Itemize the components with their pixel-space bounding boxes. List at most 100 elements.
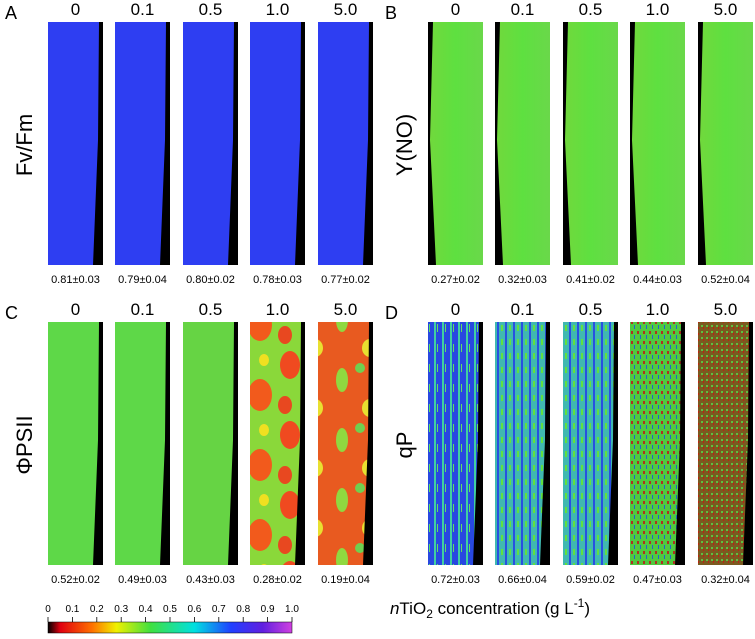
- leaf-image: [48, 22, 103, 265]
- column-label: 1.0: [266, 0, 290, 19]
- column-label: 5.0: [334, 300, 358, 319]
- colorbar-tick-label: 0.2: [90, 604, 104, 615]
- leaf-edge: [563, 22, 571, 265]
- column-label: 0.5: [579, 0, 603, 19]
- leaf-edge: [93, 322, 103, 565]
- leaf-edge: [540, 322, 550, 565]
- colorbar-tick-label: 0.4: [139, 604, 153, 615]
- value-label: 0.66±0.04: [498, 574, 547, 586]
- leaf-edge: [228, 22, 238, 265]
- column-label: 0.1: [131, 300, 155, 319]
- panel-ylabel: qP: [392, 432, 417, 459]
- panel-letter: D: [385, 303, 398, 323]
- value-label: 0.49±0.03: [118, 574, 167, 586]
- leaf-edge: [295, 322, 305, 565]
- leaf-edge: [473, 322, 483, 565]
- value-label: 0.80±0.02: [186, 274, 235, 286]
- column-label: 0: [71, 0, 80, 19]
- leaf-image: [698, 22, 753, 265]
- value-label: 0.78±0.03: [253, 274, 302, 286]
- leaf-image: [428, 322, 483, 565]
- leaf-edge: [608, 322, 618, 565]
- value-label: 0.59±0.02: [566, 574, 615, 586]
- leaf-image: [183, 322, 238, 565]
- panel-letter: A: [5, 3, 17, 23]
- leaf-image: [563, 22, 618, 265]
- colorbar-tick-label: 0.5: [163, 604, 177, 615]
- colorbar-tick-label: 0.1: [65, 604, 79, 615]
- value-label: 0.27±0.02: [431, 274, 480, 286]
- colorbar-tick-label: 0.6: [187, 604, 201, 615]
- colorbar-tick-label: 0.8: [236, 604, 250, 615]
- leaf-image: [563, 322, 618, 565]
- value-label: 0.81±0.03: [51, 274, 100, 286]
- value-label: 0.32±0.04: [701, 574, 750, 586]
- leaf-edge: [160, 322, 170, 565]
- column-label: 0: [451, 0, 460, 19]
- column-label: 0.5: [199, 300, 223, 319]
- column-label: 0.1: [511, 300, 535, 319]
- leaf-image: [495, 22, 550, 265]
- colorbar-tick-label: 0: [45, 604, 51, 615]
- leaf-edge: [630, 22, 638, 265]
- column-label: 0.5: [199, 0, 223, 19]
- value-label: 0.72±0.03: [431, 574, 480, 586]
- value-label: 0.44±0.03: [633, 274, 682, 286]
- leaf-edge: [160, 22, 170, 265]
- leaf-edge: [743, 322, 753, 565]
- leaf-image: [318, 22, 373, 265]
- colorbar: [47, 621, 293, 634]
- column-label: 5.0: [334, 0, 358, 19]
- leaf-image: [318, 322, 373, 565]
- leaf-image: [428, 22, 483, 265]
- leaf-image: [48, 322, 103, 565]
- leaf-edge: [93, 22, 103, 265]
- column-label: 5.0: [714, 300, 738, 319]
- leaf-image: [250, 22, 305, 265]
- value-label: 0.52±0.02: [51, 574, 100, 586]
- leaf-edge: [428, 22, 436, 265]
- column-label: 1.0: [266, 300, 290, 319]
- leaf-image: [115, 322, 170, 565]
- panel-ylabel: ΦPSII: [12, 415, 37, 474]
- leaf-edge: [675, 322, 685, 565]
- colorbar-label: nTiO2 concentration (g L-1): [390, 596, 590, 621]
- value-label: 0.19±0.04: [321, 574, 370, 586]
- leaf-image: [115, 22, 170, 265]
- value-label: 0.77±0.02: [321, 274, 370, 286]
- colorbar-tick-label: 0.7: [212, 604, 226, 615]
- value-label: 0.79±0.04: [118, 274, 167, 286]
- panel-letter: C: [5, 303, 18, 323]
- leaf-edge: [295, 22, 305, 265]
- value-label: 0.41±0.02: [566, 274, 615, 286]
- leaf-image: [630, 22, 685, 265]
- leaf-edge: [363, 22, 373, 265]
- panel-ylabel: Fv/Fm: [12, 114, 37, 176]
- leaf-edge: [228, 322, 238, 565]
- leaf-image: [698, 322, 753, 565]
- value-label: 0.28±0.02: [253, 574, 302, 586]
- leaf-image: [630, 322, 685, 565]
- panel-letter: B: [385, 3, 397, 23]
- column-label: 0.1: [511, 0, 535, 19]
- colorbar-tick-label: 0.3: [114, 604, 128, 615]
- leaf-edge: [363, 322, 373, 565]
- panel-ylabel: Y(NO): [392, 114, 417, 176]
- leaf-edge: [495, 22, 503, 265]
- value-label: 0.52±0.04: [701, 274, 750, 286]
- value-label: 0.43±0.03: [186, 574, 235, 586]
- column-label: 0: [71, 300, 80, 319]
- column-label: 1.0: [646, 0, 670, 19]
- column-label: 5.0: [714, 0, 738, 19]
- colorbar-tick-label: 0.9: [261, 604, 275, 615]
- leaf-image: [495, 322, 550, 565]
- value-label: 0.32±0.03: [498, 274, 547, 286]
- leaf-edge: [698, 22, 706, 265]
- column-label: 1.0: [646, 300, 670, 319]
- column-label: 0: [451, 300, 460, 319]
- column-label: 0.5: [579, 300, 603, 319]
- leaf-image: [183, 22, 238, 265]
- leaf-image: [250, 322, 305, 565]
- value-label: 0.47±0.03: [633, 574, 682, 586]
